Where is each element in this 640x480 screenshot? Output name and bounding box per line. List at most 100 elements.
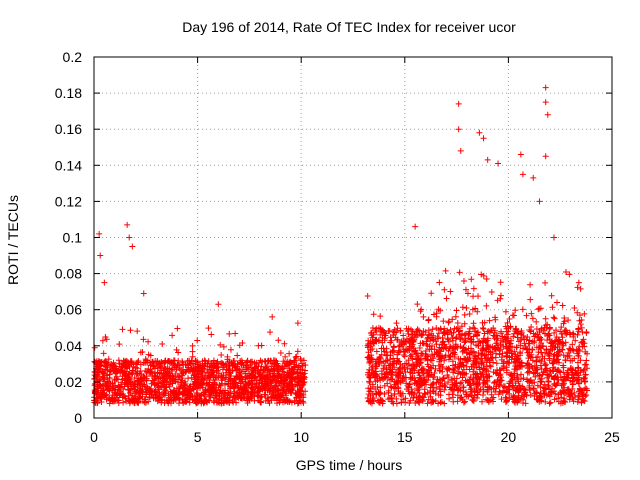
data-point	[419, 339, 426, 346]
data-point	[577, 369, 584, 376]
data-point	[296, 397, 303, 404]
data-point	[406, 381, 413, 388]
data-point	[265, 398, 272, 405]
data-point	[491, 379, 498, 386]
data-point	[575, 325, 582, 332]
data-point	[425, 317, 432, 324]
data-point	[493, 340, 500, 347]
data-point	[403, 380, 410, 387]
data-point	[246, 370, 253, 377]
data-point	[470, 394, 477, 401]
data-point	[99, 387, 106, 394]
data-point	[202, 358, 209, 365]
data-point	[253, 381, 260, 388]
data-point	[261, 380, 268, 387]
data-point	[408, 353, 415, 360]
data-point	[180, 361, 187, 368]
data-point	[251, 374, 258, 381]
data-point	[271, 359, 278, 366]
data-point	[148, 392, 155, 399]
x-tick-label: 5	[194, 429, 202, 445]
data-point	[214, 358, 221, 365]
data-point	[259, 358, 266, 365]
data-point	[445, 374, 452, 381]
data-point	[505, 359, 512, 366]
data-point	[198, 397, 205, 404]
data-point	[99, 373, 106, 380]
data-point	[433, 384, 440, 391]
data-point	[379, 326, 386, 333]
data-point	[183, 392, 190, 399]
data-point	[255, 363, 262, 370]
data-point	[112, 368, 119, 375]
data-point	[561, 373, 568, 380]
data-point	[395, 349, 402, 356]
data-point	[424, 389, 431, 396]
data-point	[369, 390, 376, 397]
data-point	[372, 385, 379, 392]
data-point	[233, 389, 240, 396]
data-point	[530, 385, 537, 392]
data-point	[393, 379, 400, 386]
data-point	[246, 396, 253, 403]
y-tick-label: 0.16	[55, 121, 82, 137]
data-point	[255, 384, 262, 391]
data-point	[460, 388, 467, 395]
data-point	[214, 374, 221, 381]
data-point	[567, 357, 574, 364]
data-point	[236, 342, 243, 349]
data-point	[280, 369, 287, 376]
data-point	[200, 365, 207, 372]
data-point	[483, 276, 490, 283]
data-point	[295, 392, 302, 399]
data-point	[247, 362, 254, 369]
data-point	[244, 388, 251, 395]
data-point	[125, 386, 132, 393]
data-point	[433, 325, 440, 332]
data-point	[400, 332, 407, 339]
data-point	[571, 355, 578, 362]
data-point	[289, 376, 296, 383]
data-point	[519, 306, 526, 313]
data-point	[188, 387, 195, 394]
data-point	[99, 337, 106, 344]
data-point	[227, 383, 234, 390]
x-tick-label: 0	[90, 429, 98, 445]
data-point	[164, 378, 171, 385]
data-point	[372, 337, 379, 344]
data-point	[533, 318, 540, 325]
data-point	[449, 316, 456, 323]
data-point	[490, 359, 497, 366]
data-point	[463, 391, 470, 398]
data-point	[220, 343, 227, 350]
data-point	[561, 315, 568, 322]
data-point	[545, 383, 552, 390]
data-point	[127, 381, 134, 388]
data-point	[135, 398, 142, 405]
data-point	[194, 391, 201, 398]
data-point	[129, 370, 136, 377]
data-point	[553, 381, 560, 388]
data-point	[152, 369, 159, 376]
data-point	[170, 392, 177, 399]
data-point	[439, 334, 446, 341]
y-tick-label: 0.12	[55, 193, 82, 209]
data-point	[94, 383, 101, 390]
y-tick-label: 0	[74, 410, 82, 426]
data-point	[181, 398, 188, 405]
data-point	[442, 383, 449, 390]
data-point	[189, 353, 196, 360]
data-point	[139, 388, 146, 395]
data-point	[419, 367, 426, 374]
data-point	[517, 342, 524, 349]
data-point	[169, 372, 176, 379]
data-point	[562, 357, 569, 364]
data-point	[232, 393, 239, 400]
data-point	[189, 348, 196, 355]
data-point	[447, 288, 454, 295]
data-point	[112, 363, 119, 370]
data-point	[428, 290, 435, 297]
data-point	[213, 367, 220, 374]
data-point	[283, 396, 290, 403]
y-tick-label: 0.02	[55, 374, 82, 390]
